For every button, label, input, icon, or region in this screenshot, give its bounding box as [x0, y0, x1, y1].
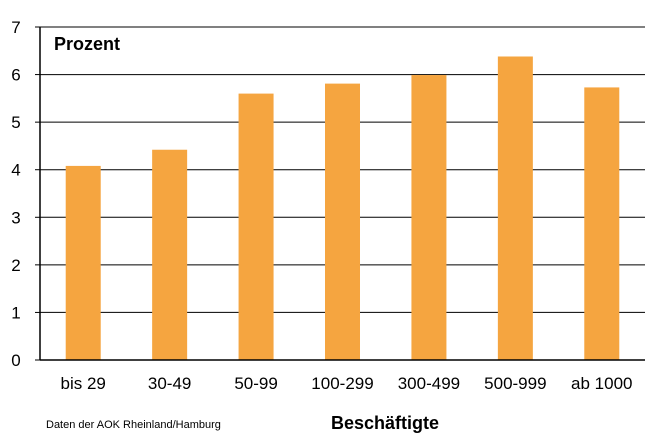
bar	[325, 84, 360, 360]
x-tick-labels: bis 29 30-49 50-99 100-299 300-499 500-999 ab …	[61, 374, 633, 393]
y-tick-label: 7	[11, 18, 20, 37]
x-tick-label: 50-99	[234, 374, 277, 393]
y-tick-labels: 0 1 2 3 4 5 6 7	[11, 18, 20, 370]
y-axis-unit-label: Prozent	[54, 34, 120, 54]
x-axis-label: Beschäftigte	[331, 413, 439, 433]
bar	[66, 166, 101, 360]
x-tick-label: 100-299	[311, 374, 373, 393]
y-tick-label: 4	[11, 161, 20, 180]
y-tick-label: 5	[11, 113, 20, 132]
x-tick-label: 300-499	[398, 374, 460, 393]
x-tick-label: 500-999	[484, 374, 546, 393]
bar	[152, 150, 187, 360]
y-tick-label: 3	[11, 208, 20, 227]
source-note: Daten der AOK Rheinland/Hamburg	[46, 419, 221, 431]
y-tick-label: 1	[11, 303, 20, 322]
bar	[239, 94, 274, 360]
bar	[498, 56, 533, 360]
x-tick-label: 30-49	[148, 374, 191, 393]
bar	[411, 75, 446, 360]
y-tick-label: 2	[11, 256, 20, 275]
y-tick-label: 0	[11, 351, 20, 370]
x-tick-label: ab 1000	[571, 374, 632, 393]
bars	[66, 56, 620, 360]
y-tick-label: 6	[11, 66, 20, 85]
x-tick-label: bis 29	[61, 374, 106, 393]
bar	[584, 87, 619, 360]
